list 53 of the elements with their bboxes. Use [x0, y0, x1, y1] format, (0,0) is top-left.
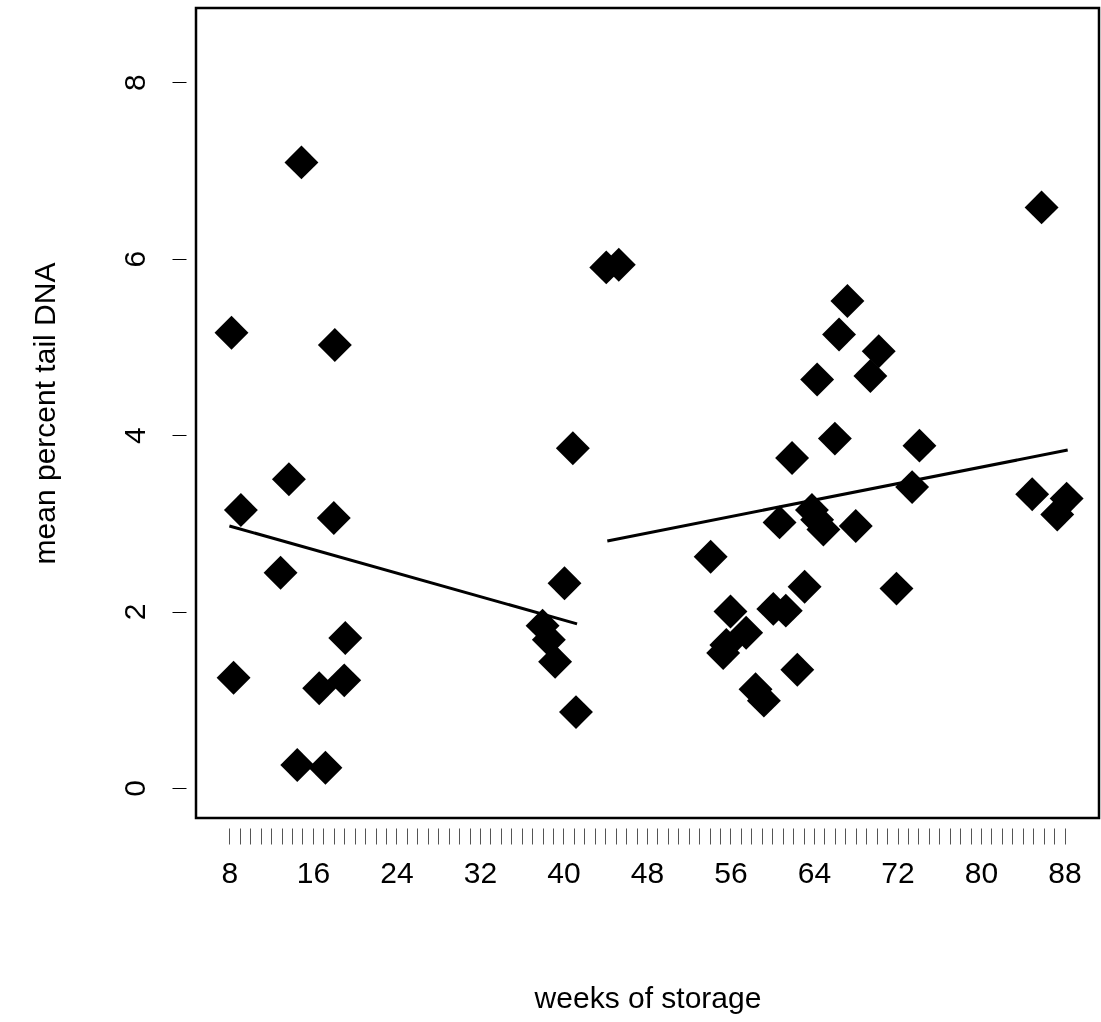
- point: [1015, 477, 1050, 512]
- point: [328, 621, 363, 655]
- point: [830, 283, 865, 318]
- point: [223, 493, 258, 528]
- point: [853, 358, 888, 393]
- point: [327, 663, 362, 698]
- point: [775, 441, 810, 475]
- y-tick-label: 2: [117, 603, 151, 621]
- x-tick-label: 64: [797, 855, 832, 889]
- point: [214, 315, 249, 350]
- point: [317, 328, 352, 363]
- point: [316, 501, 351, 535]
- x-tick-label: 88: [1048, 855, 1082, 889]
- point: [729, 615, 764, 650]
- y-tick-label: 6: [117, 250, 151, 268]
- point: [280, 748, 315, 783]
- x-tick-label: 8: [221, 855, 239, 889]
- point: [879, 571, 914, 606]
- y-tick-label: 8: [117, 74, 151, 91]
- point: [800, 362, 835, 397]
- point: [861, 334, 896, 369]
- point: [838, 508, 873, 543]
- x-tick-label: 72: [881, 855, 915, 889]
- y-tick-label: 4: [117, 427, 151, 444]
- point: [762, 505, 797, 540]
- point: [555, 431, 590, 466]
- point: [284, 145, 319, 180]
- point: [559, 695, 593, 730]
- x-tick-label: 32: [463, 855, 498, 889]
- x-tick-label: 80: [964, 855, 999, 889]
- x-tick-label: 16: [296, 855, 331, 889]
- x-tick-label: 48: [630, 855, 665, 889]
- point: [308, 750, 343, 785]
- point: [693, 539, 728, 574]
- y-tick-label: 0: [117, 780, 151, 797]
- point: [787, 569, 822, 604]
- point: [817, 421, 852, 456]
- x-axis-title: weeks of storage: [533, 980, 762, 1014]
- point: [780, 652, 815, 687]
- point: [263, 555, 298, 590]
- x-tick-label: 24: [380, 855, 414, 889]
- point: [1024, 190, 1059, 225]
- point: [822, 317, 857, 352]
- point: [302, 671, 337, 706]
- x-tick-label: 40: [547, 855, 581, 889]
- point: [271, 462, 306, 497]
- point: [547, 566, 582, 601]
- point: [216, 660, 251, 695]
- y-axis-title: mean percent tail DNA: [27, 262, 61, 565]
- point: [538, 644, 573, 679]
- point: [902, 428, 937, 463]
- x-tick-label: 56: [714, 855, 748, 889]
- point: [713, 594, 748, 629]
